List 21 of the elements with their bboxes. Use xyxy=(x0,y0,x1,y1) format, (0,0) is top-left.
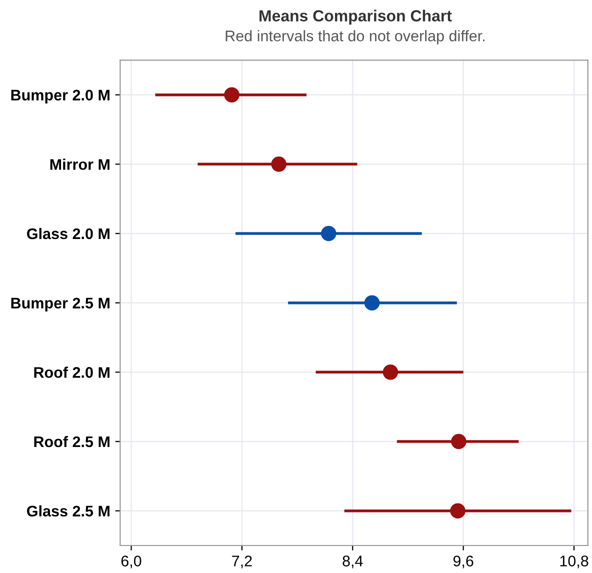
point xyxy=(364,295,380,310)
x-tick-label: 8,4 xyxy=(342,556,363,568)
point xyxy=(451,434,466,450)
y-tick-label: Roof 2.5 M xyxy=(34,436,110,448)
point xyxy=(321,226,336,242)
point xyxy=(271,156,286,172)
y-tick-label: Glass 2.5 M xyxy=(27,505,110,517)
chart-title: Means Comparison Chart xyxy=(260,10,452,25)
point xyxy=(382,364,398,380)
x-tick-label: 9,6 xyxy=(453,556,474,568)
chart-subtitle: Red intervals that do not overlap differ. xyxy=(226,30,484,44)
y-tick-label: Roof 2.0 M xyxy=(34,366,110,378)
y-tick-label: Mirror M xyxy=(50,158,110,170)
y-tick-label: Bumper 2.0 M xyxy=(11,90,110,104)
x-tick-label: 6,0 xyxy=(121,556,142,568)
y-tick-label: Glass 2.0 M xyxy=(27,228,110,240)
x-tick-label: 10,8 xyxy=(560,556,588,568)
point xyxy=(450,503,466,518)
y-tick-label: Bumper 2.5 M xyxy=(11,298,110,312)
point xyxy=(224,87,240,102)
x-tick-label: 7,2 xyxy=(232,556,252,568)
